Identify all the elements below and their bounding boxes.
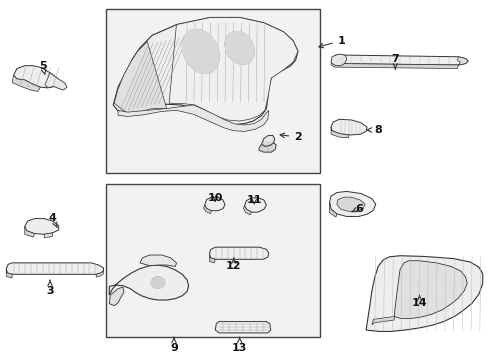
- Polygon shape: [44, 233, 52, 238]
- Polygon shape: [45, 73, 67, 90]
- Polygon shape: [330, 62, 458, 68]
- Polygon shape: [330, 127, 348, 138]
- Polygon shape: [329, 202, 336, 217]
- Polygon shape: [204, 197, 224, 211]
- Polygon shape: [371, 316, 393, 325]
- Text: 13: 13: [231, 337, 247, 353]
- Text: 7: 7: [390, 54, 398, 69]
- Polygon shape: [151, 277, 164, 288]
- Polygon shape: [329, 192, 375, 216]
- Text: 8: 8: [366, 125, 381, 135]
- Polygon shape: [118, 105, 268, 131]
- Polygon shape: [6, 263, 103, 274]
- Text: 9: 9: [170, 337, 178, 353]
- Polygon shape: [330, 119, 366, 135]
- Polygon shape: [25, 219, 59, 234]
- Polygon shape: [336, 197, 365, 211]
- Text: 11: 11: [246, 195, 262, 204]
- Polygon shape: [259, 143, 276, 152]
- Polygon shape: [331, 55, 467, 65]
- Text: 3: 3: [46, 280, 54, 296]
- Polygon shape: [113, 18, 297, 125]
- Text: 6: 6: [351, 203, 362, 213]
- Polygon shape: [169, 18, 297, 121]
- Text: 12: 12: [225, 258, 241, 271]
- Polygon shape: [209, 254, 215, 263]
- Polygon shape: [366, 256, 482, 332]
- Polygon shape: [261, 135, 274, 147]
- Polygon shape: [6, 269, 12, 278]
- Polygon shape: [109, 287, 123, 306]
- Polygon shape: [393, 261, 466, 319]
- Polygon shape: [330, 54, 346, 66]
- Polygon shape: [457, 57, 467, 65]
- Polygon shape: [114, 41, 166, 113]
- Text: 10: 10: [207, 193, 223, 203]
- Polygon shape: [224, 31, 254, 64]
- Polygon shape: [14, 66, 59, 88]
- Text: 2: 2: [280, 132, 301, 142]
- Polygon shape: [12, 75, 40, 91]
- Polygon shape: [244, 198, 266, 212]
- Polygon shape: [215, 321, 270, 333]
- Bar: [106, 184, 319, 337]
- Text: 4: 4: [48, 212, 57, 228]
- Text: 1: 1: [318, 36, 345, 48]
- Polygon shape: [243, 206, 251, 215]
- Polygon shape: [140, 255, 176, 266]
- Polygon shape: [25, 226, 34, 237]
- Polygon shape: [96, 271, 103, 277]
- Bar: [106, 9, 319, 173]
- Polygon shape: [182, 29, 219, 73]
- Text: 5: 5: [39, 61, 46, 74]
- Text: 14: 14: [411, 296, 427, 308]
- Polygon shape: [109, 265, 188, 300]
- Polygon shape: [203, 205, 211, 213]
- Polygon shape: [209, 247, 268, 259]
